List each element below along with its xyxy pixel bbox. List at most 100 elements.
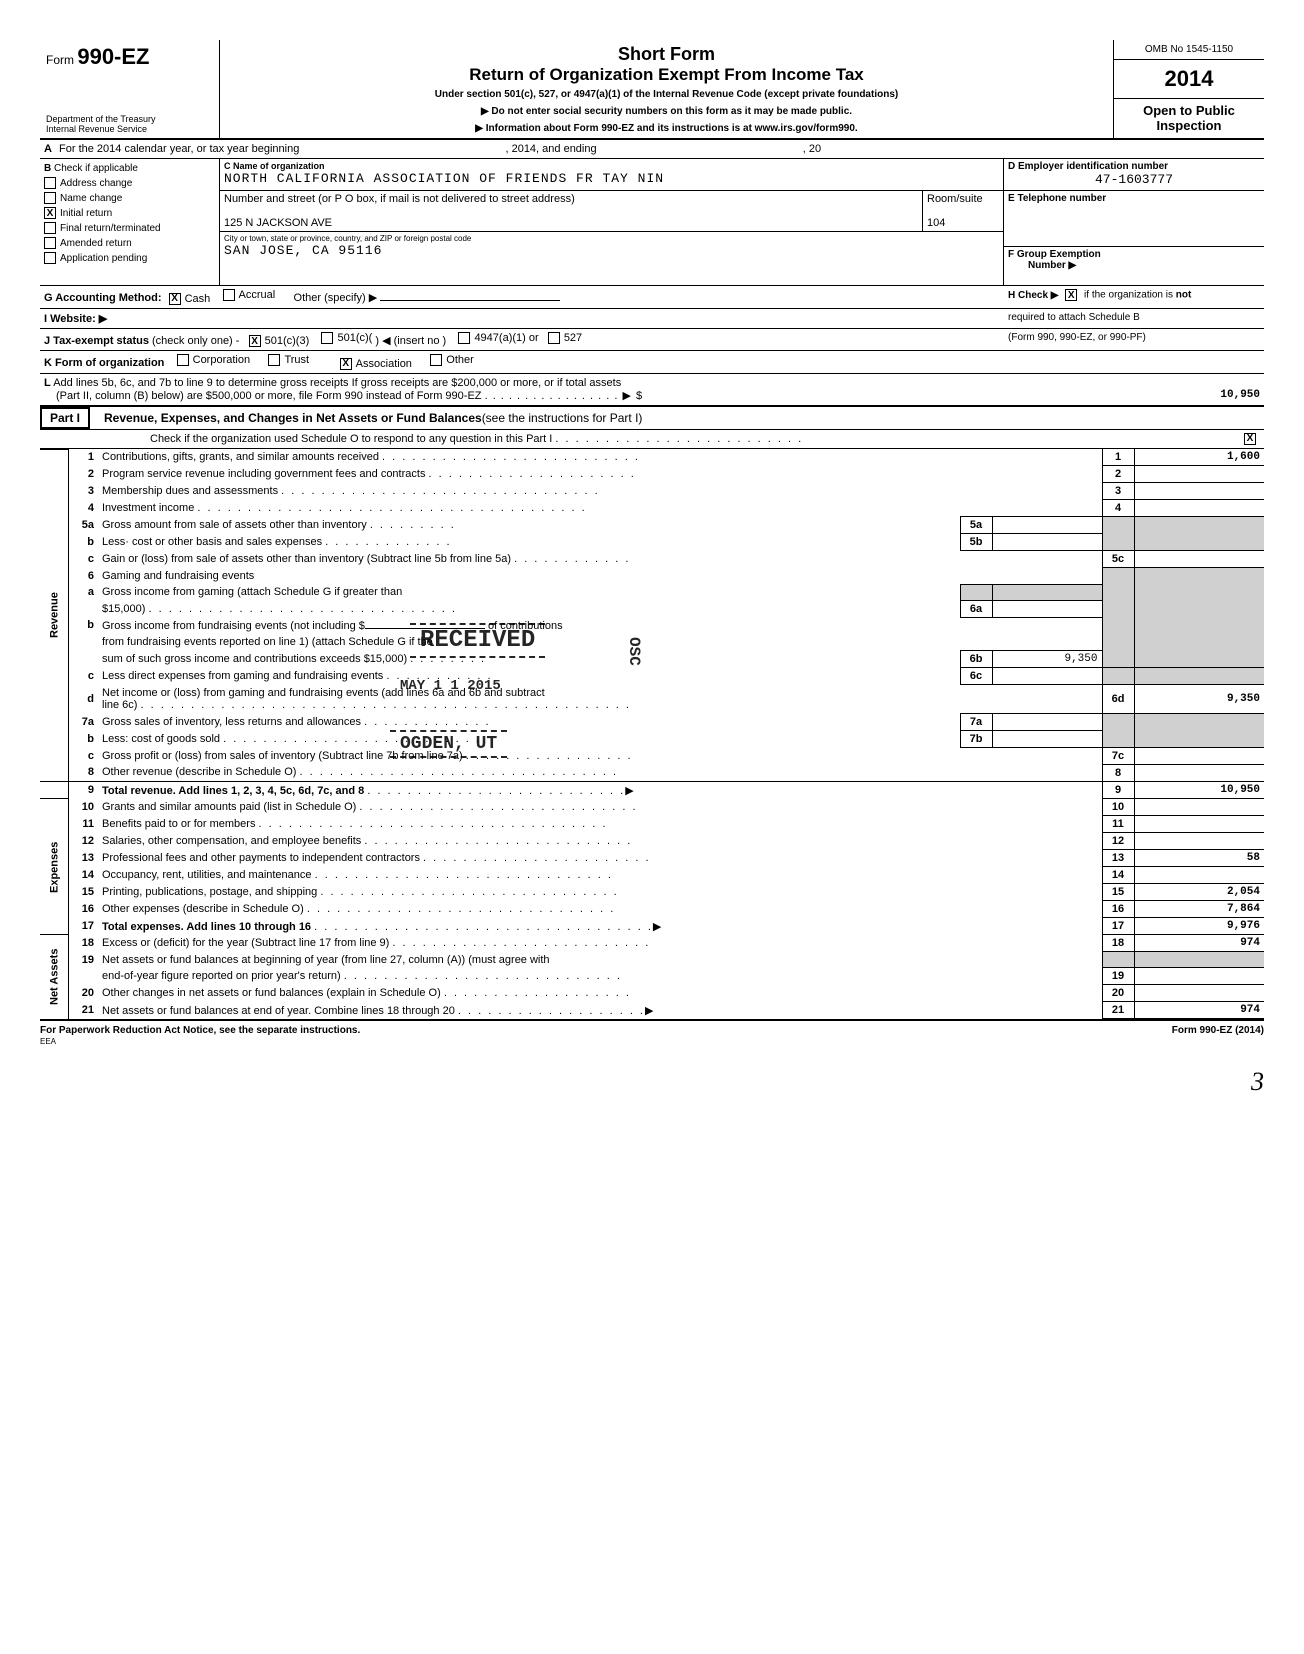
line-21-text: Net assets or fund balances at end of ye… [102,1005,455,1017]
line-17-desc: Total expenses. Add lines 10 through 16 … [98,918,1102,935]
line-rnum: 4 [1102,500,1134,517]
ein: 47-1603777 [1008,172,1260,187]
footer-left: For Paperwork Reduction Act Notice, see … [40,1025,360,1047]
dept1: Department of the Treasury [46,114,213,124]
c-city-cell: City or town, state or province, country… [220,232,1003,264]
line-num: a [68,584,98,600]
mini-num: 6a [960,600,992,617]
mini-num: 6c [960,667,992,684]
checkbox-icon[interactable]: X [1244,433,1256,445]
c-room-label: Room/suite [927,193,999,205]
e-phone-cell: E Telephone number [1004,191,1264,247]
org-room: 104 [927,217,999,229]
h-label: H Check ▶ [1008,290,1058,301]
b-amended-return[interactable]: Amended return [44,237,215,249]
f-label2: Number ▶ [1008,260,1260,271]
d-ein-cell: D Employer identification number 47-1603… [1004,159,1264,191]
line-7b-text: Less: cost of goods sold [102,733,220,745]
l-text1: Add lines 5b, 6c, and 7b to line 9 to de… [53,377,621,389]
line-18-text: Excess or (deficit) for the year (Subtra… [102,937,389,949]
line-num: 7a [68,713,98,730]
line-rnum: 6d [1102,684,1134,713]
line-num: 3 [68,483,98,500]
line-19-desc2: end-of-year figure reported on prior yea… [98,968,1102,985]
line-11-text: Benefits paid to or for members [102,818,255,830]
checkbox-icon [44,222,56,234]
b-initial-return[interactable]: XInitial return [44,207,215,219]
j-501c[interactable]: 501(c)( [321,332,372,344]
line-6a-mini [992,600,1102,617]
line-7a-text: Gross sales of inventory, less returns a… [102,716,361,728]
i-label: I Website: ▶ [44,313,107,325]
line-18-desc: Excess or (deficit) for the year (Subtra… [98,935,1102,952]
stamp-received: RECEIVED [410,623,545,658]
line-6b-text4: sum of such gross income and contributio… [102,653,407,665]
checkbox-icon[interactable]: X [1065,289,1077,301]
line-2-val [1134,466,1264,483]
mini-num: 7a [960,713,992,730]
checkbox-icon: X [340,358,352,370]
line-14-text: Occupancy, rent, utilities, and maintena… [102,869,312,881]
b-opt-3: Final return/terminated [60,223,161,234]
b-name-change[interactable]: Name change [44,192,215,204]
k-assoc[interactable]: XAssociation [340,358,412,370]
line-19-desc: Net assets or fund balances at beginning… [98,952,1102,968]
line-13-text: Professional fees and other payments to … [102,852,420,864]
line-6c-mini [992,667,1102,684]
k-corp[interactable]: Corporation [177,354,250,366]
omb-number: OMB No 1545-1150 [1114,40,1264,60]
i-website: I Website: ▶ [40,309,1004,328]
header-right: OMB No 1545-1150 2014 Open to Public Ins… [1114,40,1264,138]
b-address-change[interactable]: Address change [44,177,215,189]
line-5a-mini [992,517,1102,534]
line-6c-desc: Less direct expenses from gaming and fun… [98,667,960,684]
k-opt-3: Other [446,354,474,366]
c-name-cell: C Name of organization NORTH CALIFORNIA … [220,159,1003,191]
instr-ssn: Do not enter social security numbers on … [228,106,1105,117]
line-6c-text: Less direct expenses from gaming and fun… [102,670,383,682]
line-16-val: 7,864 [1134,901,1264,918]
j-4947[interactable]: 4947(a)(1) or [458,332,538,344]
shaded-cell [992,584,1102,600]
line-6b-text1: Gross income from fundraising events (no… [102,620,365,632]
line-rnum: 8 [1102,764,1134,781]
k-trust[interactable]: Trust [268,354,309,366]
c-room-cell: Room/suite 104 [923,191,1003,231]
j-527[interactable]: 527 [548,332,582,344]
b-opt-4: Amended return [60,238,132,249]
revenue-side-end [40,781,68,799]
b-opt-1: Name change [60,193,122,204]
instr-website: Information about Form 990-EZ and its in… [228,123,1105,134]
g-accounting: G Accounting Method: XCash Accrual Other… [40,286,1004,308]
title-return: Return of Organization Exempt From Incom… [228,65,1105,85]
j-501c3[interactable]: X501(c)(3) [249,335,310,347]
line-num: d [68,684,98,713]
l-text2: (Part II, column (B) below) are $500,000… [44,390,482,402]
k-other[interactable]: Other [430,354,474,366]
h-text3: required to attach Schedule B [1008,312,1140,323]
header-center: Short Form Return of Organization Exempt… [220,40,1114,138]
line-num: 1 [68,449,98,466]
g-accrual[interactable]: Accrual [223,289,276,301]
part1-title-text: Revenue, Expenses, and Changes in Net As… [104,411,482,425]
c-street-cell: Number and street (or P O box, if mail i… [220,191,923,231]
checkbox-icon: X [169,293,181,305]
h-text2: not [1176,290,1192,301]
g-cash[interactable]: XCash [169,293,211,305]
h-text4-cell: (Form 990, 990-EZ, or 990-PF) [1004,329,1264,351]
line-num: 10 [68,799,98,816]
line-15-desc: Printing, publications, postage, and shi… [98,884,1102,901]
h-text3-cell: required to attach Schedule B [1004,309,1264,328]
line-num [68,600,98,617]
line-5c-text: Gain or (loss) from sale of assets other… [102,553,511,565]
line-num: b [68,617,98,634]
line-14-desc: Occupancy, rent, utilities, and maintena… [98,867,1102,884]
c-street-label: Number and street (or P O box, if mail i… [224,193,918,205]
b-final-return[interactable]: Final return/terminated [44,222,215,234]
footer-form-ref: Form 990-EZ (2014) [1172,1025,1264,1047]
line-17-val: 9,976 [1134,918,1264,935]
line-9-desc: Total revenue. Add lines 1, 2, 3, 4, 5c,… [98,781,1102,799]
dept-treasury: Department of the Treasury Internal Reve… [46,114,213,134]
b-application-pending[interactable]: Application pending [44,252,215,264]
line-13-desc: Professional fees and other payments to … [98,850,1102,867]
